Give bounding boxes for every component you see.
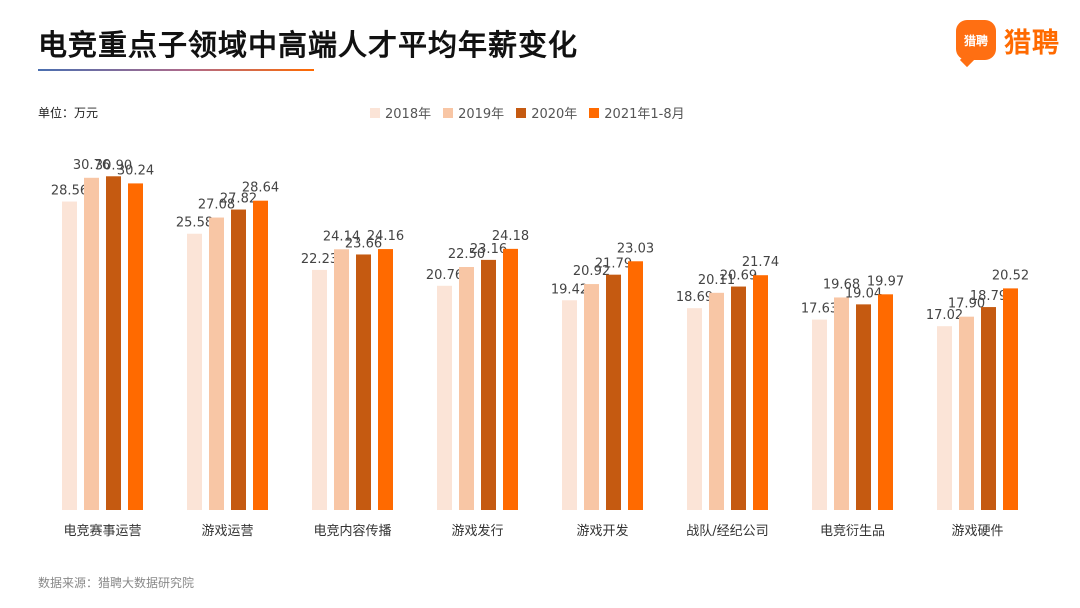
data-label: 17.63 bbox=[801, 302, 838, 317]
bar bbox=[584, 284, 599, 510]
bar bbox=[937, 326, 952, 510]
title-underline bbox=[38, 69, 314, 71]
legend-swatch bbox=[443, 107, 454, 118]
legend-item: 2021年1-8月 bbox=[589, 103, 685, 122]
bar bbox=[253, 200, 268, 511]
legend-swatch bbox=[370, 107, 380, 118]
logo-speech-bubble-icon: 猎聘 bbox=[956, 20, 996, 60]
data-label: 30.90 bbox=[95, 158, 132, 173]
bar bbox=[606, 274, 621, 510]
bar bbox=[481, 259, 496, 510]
bar bbox=[981, 307, 996, 510]
bar bbox=[856, 304, 871, 510]
category-label: 电竞内容传播 bbox=[313, 523, 391, 539]
legend-swatch bbox=[516, 107, 527, 118]
data-label: 20.11 bbox=[698, 273, 735, 288]
bar bbox=[562, 300, 577, 510]
bar bbox=[334, 249, 349, 510]
data-label: 24.16 bbox=[367, 229, 404, 244]
category-label: 游戏发行 bbox=[451, 523, 503, 539]
data-label: 18.79 bbox=[970, 289, 1007, 304]
bar bbox=[84, 177, 99, 511]
bar bbox=[878, 294, 893, 510]
bar bbox=[209, 217, 224, 510]
data-label: 19.97 bbox=[867, 274, 904, 289]
logo-text: 猎聘 bbox=[1004, 27, 1060, 59]
data-label: 27.82 bbox=[220, 192, 257, 207]
brand-logo: 猎聘 猎聘 bbox=[956, 20, 1060, 60]
chart-title: 电竞重点子领域中高端人才平均年薪变化 bbox=[38, 28, 579, 62]
chart-legend: 2018年 2019年 2020年 2021年1-8月 bbox=[370, 103, 697, 122]
data-label: 20.92 bbox=[573, 264, 610, 279]
legend-label: 2021年1-8月 bbox=[604, 107, 685, 122]
legend-label: 2018年 bbox=[385, 107, 432, 122]
bar bbox=[187, 233, 202, 510]
data-label: 21.74 bbox=[742, 255, 779, 270]
legend-swatch bbox=[589, 107, 600, 118]
legend-item: 2020年 bbox=[516, 103, 577, 122]
legend-item: 2018年 bbox=[370, 103, 431, 122]
bar bbox=[1003, 288, 1018, 510]
legend-label: 2019年 bbox=[458, 107, 505, 122]
bar bbox=[753, 275, 768, 510]
data-label: 25.58 bbox=[176, 216, 213, 231]
bar bbox=[106, 176, 121, 510]
data-label: 17.02 bbox=[926, 308, 963, 323]
data-label: 22.50 bbox=[448, 247, 485, 262]
bar bbox=[312, 269, 327, 510]
bar bbox=[231, 209, 246, 510]
bar bbox=[959, 316, 974, 510]
category-label: 电竞赛事运营 bbox=[63, 523, 141, 539]
data-source-note: 数据来源：猎聘大数据研究院 bbox=[38, 576, 195, 590]
data-label: 22.23 bbox=[301, 252, 338, 267]
category-label: 游戏运营 bbox=[201, 524, 253, 539]
data-label: 23.03 bbox=[617, 241, 654, 256]
data-label: 17.90 bbox=[948, 297, 985, 312]
category-label: 电竞衍生品 bbox=[820, 523, 885, 539]
bar bbox=[628, 261, 643, 510]
data-label: 19.42 bbox=[551, 282, 588, 297]
bar bbox=[503, 248, 518, 510]
data-label: 19.04 bbox=[845, 286, 882, 301]
legend-item: 2019年 bbox=[443, 103, 504, 122]
data-label: 28.64 bbox=[242, 181, 279, 196]
data-label: 20.52 bbox=[992, 268, 1029, 283]
unit-label: 单位：万元 bbox=[38, 106, 99, 120]
category-label: 游戏硬件 bbox=[951, 524, 1003, 539]
bar bbox=[356, 254, 371, 510]
data-label: 30.24 bbox=[117, 163, 154, 178]
data-label: 20.69 bbox=[720, 269, 757, 284]
bar bbox=[687, 308, 702, 510]
bar bbox=[709, 292, 724, 510]
legend-label: 2020年 bbox=[531, 107, 578, 122]
data-label: 30.76 bbox=[73, 158, 110, 173]
data-label: 24.18 bbox=[492, 229, 529, 244]
data-label: 24.14 bbox=[323, 229, 360, 244]
bar bbox=[459, 267, 474, 510]
data-label: 18.69 bbox=[676, 290, 713, 305]
data-label: 28.56 bbox=[51, 184, 88, 199]
bar bbox=[128, 183, 143, 510]
category-label: 游戏开发 bbox=[576, 523, 628, 539]
data-label: 27.08 bbox=[198, 198, 235, 213]
bar bbox=[62, 201, 77, 510]
bar bbox=[731, 286, 746, 510]
data-label: 20.76 bbox=[426, 268, 463, 283]
data-label: 23.16 bbox=[470, 242, 507, 257]
bar bbox=[834, 297, 849, 510]
bar bbox=[378, 249, 393, 510]
category-label: 战队/经纪公司 bbox=[686, 524, 768, 539]
bar bbox=[812, 319, 827, 510]
logo-badge-text: 猎聘 bbox=[963, 33, 988, 48]
bar bbox=[437, 285, 452, 510]
data-label: 19.68 bbox=[823, 277, 860, 292]
data-label: 23.66 bbox=[345, 236, 382, 251]
data-label: 21.79 bbox=[595, 257, 632, 272]
